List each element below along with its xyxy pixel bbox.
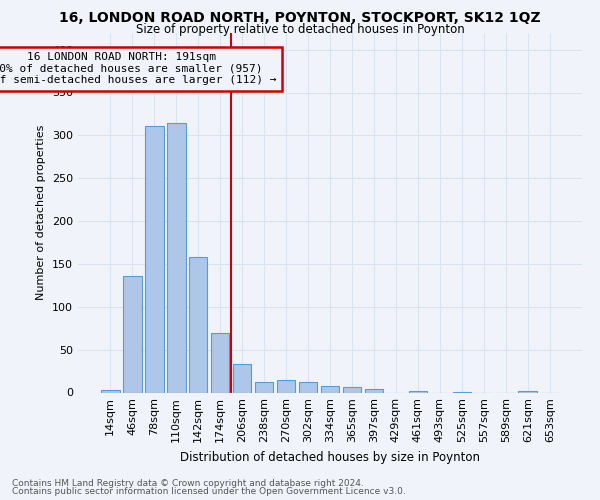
Bar bbox=[101, 390, 119, 392]
Bar bbox=[320, 386, 340, 392]
Bar bbox=[299, 382, 317, 392]
Bar bbox=[343, 386, 361, 392]
Bar bbox=[189, 257, 208, 392]
Bar bbox=[365, 389, 383, 392]
Bar bbox=[255, 382, 274, 392]
Bar bbox=[123, 276, 142, 392]
Bar bbox=[233, 364, 251, 392]
Text: Contains HM Land Registry data © Crown copyright and database right 2024.: Contains HM Land Registry data © Crown c… bbox=[12, 478, 364, 488]
X-axis label: Distribution of detached houses by size in Poynton: Distribution of detached houses by size … bbox=[180, 451, 480, 464]
Bar bbox=[277, 380, 295, 392]
Bar bbox=[145, 126, 164, 392]
Bar bbox=[211, 332, 229, 392]
Bar bbox=[518, 391, 537, 392]
Text: Contains public sector information licensed under the Open Government Licence v3: Contains public sector information licen… bbox=[12, 487, 406, 496]
Text: Size of property relative to detached houses in Poynton: Size of property relative to detached ho… bbox=[136, 22, 464, 36]
Text: 16 LONDON ROAD NORTH: 191sqm
← 90% of detached houses are smaller (957)
10% of s: 16 LONDON ROAD NORTH: 191sqm ← 90% of de… bbox=[0, 52, 277, 86]
Bar bbox=[409, 391, 427, 392]
Text: 16, LONDON ROAD NORTH, POYNTON, STOCKPORT, SK12 1QZ: 16, LONDON ROAD NORTH, POYNTON, STOCKPOR… bbox=[59, 11, 541, 25]
Bar bbox=[167, 122, 185, 392]
Y-axis label: Number of detached properties: Number of detached properties bbox=[37, 125, 46, 300]
